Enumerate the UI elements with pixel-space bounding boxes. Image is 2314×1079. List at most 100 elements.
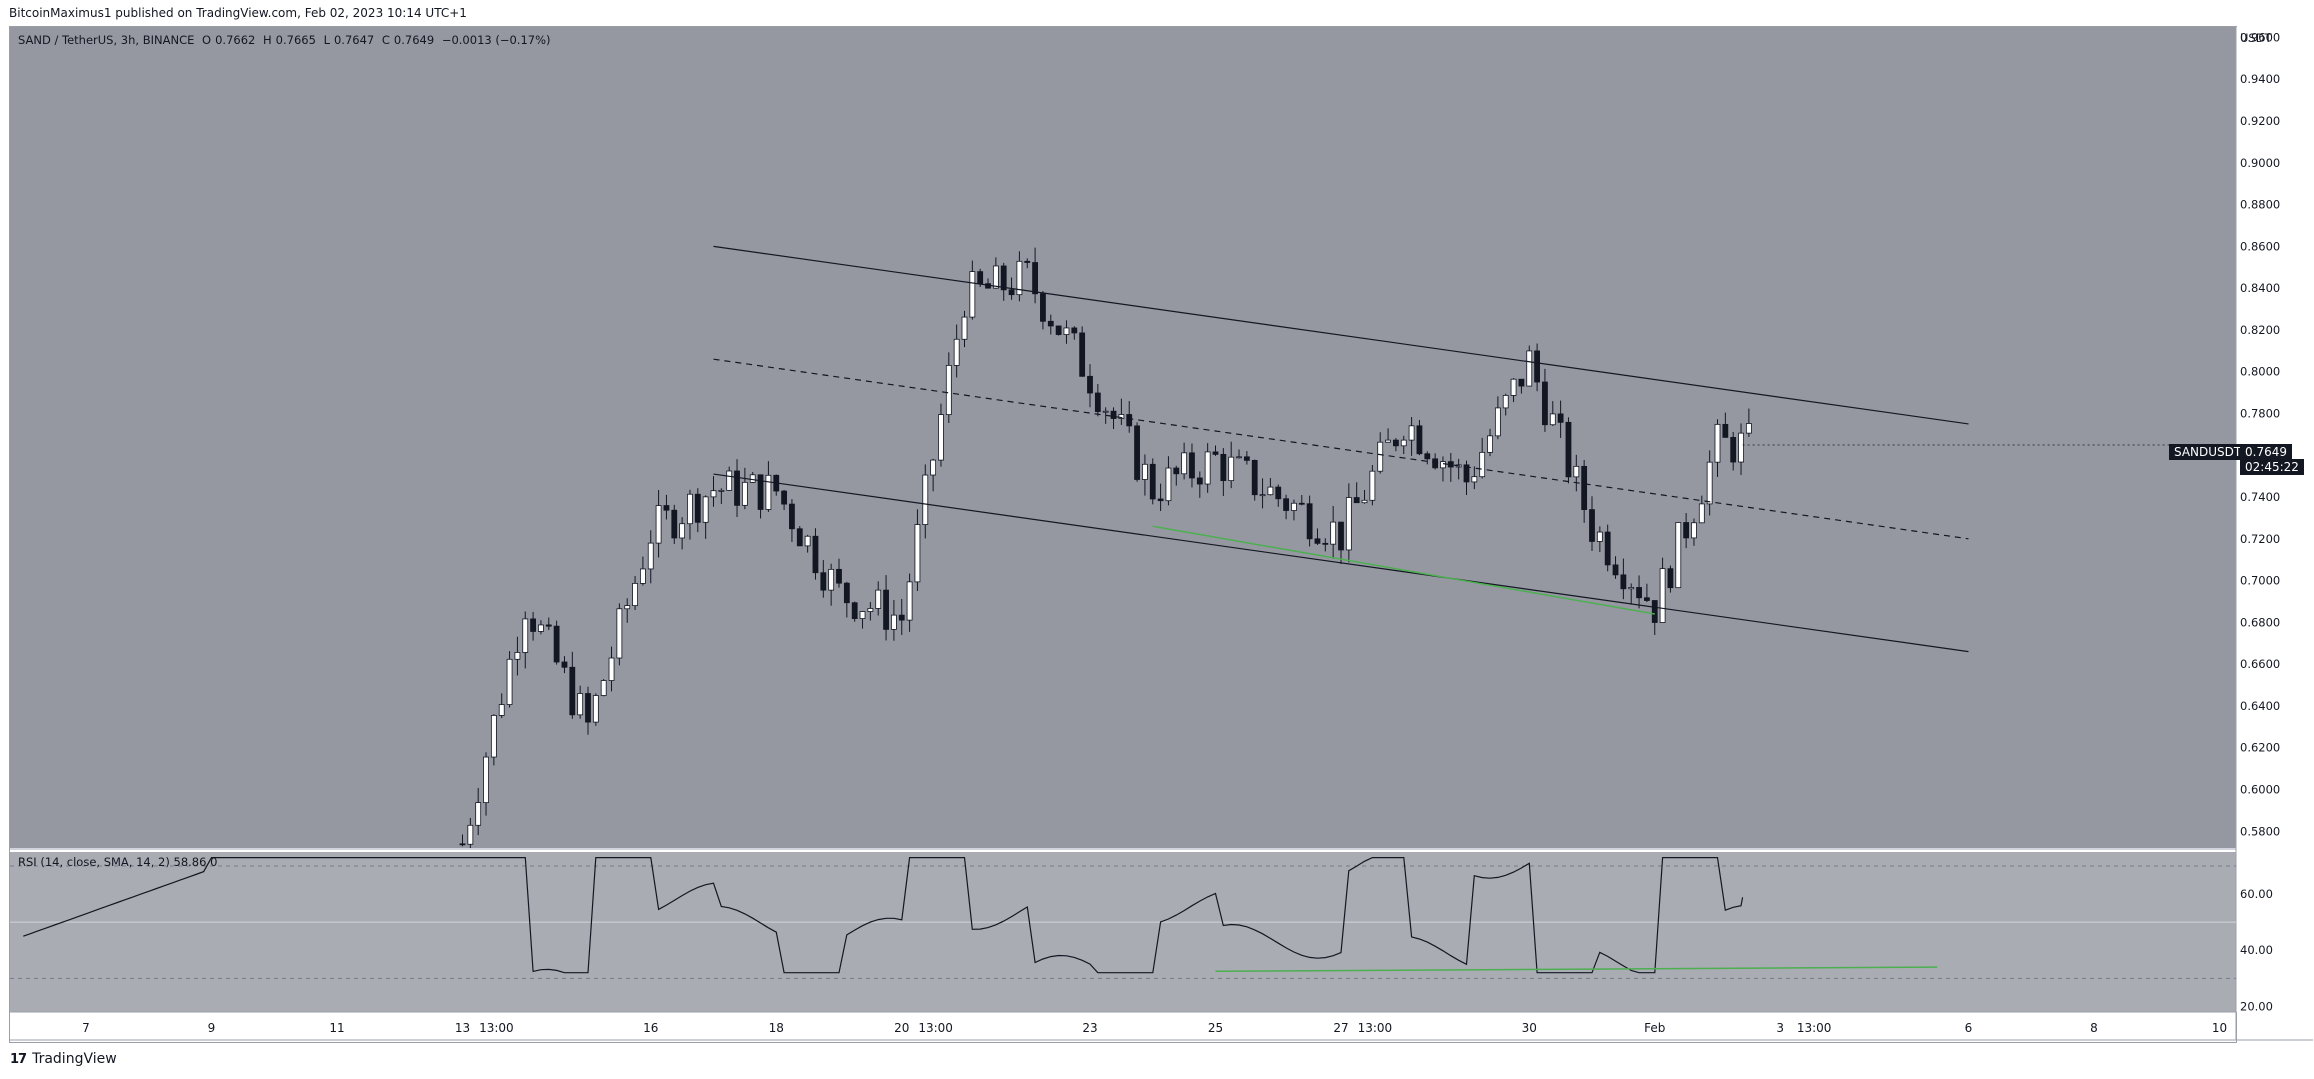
candle-body — [1087, 375, 1093, 394]
candle-body — [1196, 477, 1203, 485]
candle-body — [1432, 458, 1439, 469]
candle-body — [945, 364, 952, 416]
candle-body — [1032, 262, 1038, 295]
price-tick-label: 0.6800 — [2240, 615, 2280, 629]
time-tick-label: 13:00 — [1797, 1021, 1832, 1035]
candle-body — [1518, 378, 1525, 387]
price-axis-currency: USDT — [2240, 31, 2273, 45]
price-tick-label: 0.8600 — [2240, 239, 2280, 253]
candle-body — [1573, 465, 1580, 478]
rsi-tick-label: 20.00 — [2240, 999, 2273, 1013]
open-value: 0.7662 — [215, 33, 256, 47]
candle-body — [726, 470, 733, 491]
candle-body — [1000, 265, 1007, 291]
rsi-support-line — [1215, 966, 1938, 973]
candle-body — [514, 652, 521, 660]
symbol-name[interactable]: SAND / TetherUS, 3h, BINANCE — [18, 33, 195, 47]
candle-body — [1447, 461, 1454, 468]
candle-body — [1314, 538, 1321, 544]
time-tick-label: 9 — [208, 1021, 216, 1035]
candle-body — [1220, 453, 1227, 482]
candle-body — [1604, 531, 1611, 566]
candle-body — [1118, 414, 1125, 419]
candle-body — [1479, 451, 1486, 478]
candle-body — [1228, 456, 1235, 482]
candle-body — [1738, 432, 1744, 463]
candle-body — [1745, 423, 1752, 434]
candle-body — [1071, 327, 1078, 334]
candle-body — [1620, 574, 1627, 590]
candle-body — [1016, 260, 1023, 296]
candle-body — [820, 572, 827, 591]
candle-body — [1291, 502, 1297, 511]
time-tick-label: Feb — [1644, 1021, 1665, 1035]
candle-body — [632, 582, 638, 607]
candle-body — [1589, 509, 1595, 542]
price-tick-label: 0.7800 — [2240, 406, 2280, 420]
time-tick-label: 13 — [455, 1021, 470, 1035]
candle-body — [1251, 459, 1258, 496]
candle-body — [843, 582, 850, 604]
candle-body — [1542, 381, 1548, 426]
time-tick-label: 13:00 — [918, 1021, 953, 1035]
candle-body — [1510, 378, 1517, 396]
candle-body — [906, 581, 913, 621]
candle-body — [1204, 451, 1211, 485]
candle-body — [781, 490, 787, 505]
support-green-line — [1152, 525, 1655, 615]
price-tick-label: 0.9000 — [2240, 156, 2280, 170]
candle-body — [741, 481, 748, 506]
high-value: 0.7665 — [275, 33, 316, 47]
candle-body — [1063, 327, 1070, 335]
candle-body — [718, 489, 725, 492]
candle-body — [1385, 439, 1391, 443]
candle-body — [992, 265, 999, 289]
tradingview-logo-icon: 17 — [10, 1051, 27, 1067]
last-price-tag: 0.7649 — [2240, 444, 2292, 460]
candle-body — [1102, 410, 1109, 413]
candle-body — [734, 470, 740, 506]
rsi-line — [23, 856, 1744, 974]
candle-body — [1243, 456, 1250, 461]
price-axis-bg — [2236, 27, 2312, 1012]
candle-body — [1008, 289, 1015, 296]
candle-body — [1134, 425, 1140, 480]
candle-body — [1683, 522, 1690, 539]
candle-body — [914, 524, 921, 583]
candle-body — [655, 505, 662, 544]
price-tick-label: 0.8200 — [2240, 323, 2280, 337]
rsi-title: RSI (14, close, SMA, 14, 2) — [18, 855, 170, 869]
candle-body — [765, 474, 772, 510]
tradingview-logo[interactable]: 17 TradingView — [10, 1051, 117, 1067]
candle-body — [828, 568, 835, 591]
time-tick-label: 30 — [1522, 1021, 1537, 1035]
candle-body — [1283, 498, 1289, 511]
candle-body — [490, 715, 497, 758]
rsi-legend[interactable]: RSI (14, close, SMA, 14, 2) 58.86 0 — [18, 855, 217, 869]
candle-body — [1440, 461, 1446, 469]
candle-body — [867, 608, 874, 612]
candle-body — [710, 490, 717, 498]
candle-body — [1400, 439, 1407, 447]
candle-body — [569, 666, 576, 716]
symbol-info-line: SAND / TetherUS, 3h, BINANCE O 0.7662 H 0.… — [18, 33, 555, 47]
candle-body — [592, 695, 599, 723]
candle-body — [608, 657, 615, 681]
candle-body — [663, 505, 670, 511]
candle-body — [1377, 441, 1384, 472]
close-value: 0.7649 — [393, 33, 435, 47]
candle-body — [1165, 467, 1172, 502]
candle-body — [1126, 414, 1133, 427]
price-tick-label: 0.9600 — [2240, 30, 2280, 44]
candles-group — [459, 247, 1752, 848]
candle-body — [1714, 423, 1721, 463]
candle-body — [898, 614, 905, 621]
candle-body — [1330, 521, 1337, 545]
candle-body — [1236, 456, 1242, 459]
close-label: C — [381, 33, 390, 47]
candle-body — [553, 625, 560, 663]
candle-body — [1581, 465, 1588, 511]
price-tick-label: 0.8800 — [2240, 198, 2280, 212]
candle-body — [1094, 392, 1101, 413]
